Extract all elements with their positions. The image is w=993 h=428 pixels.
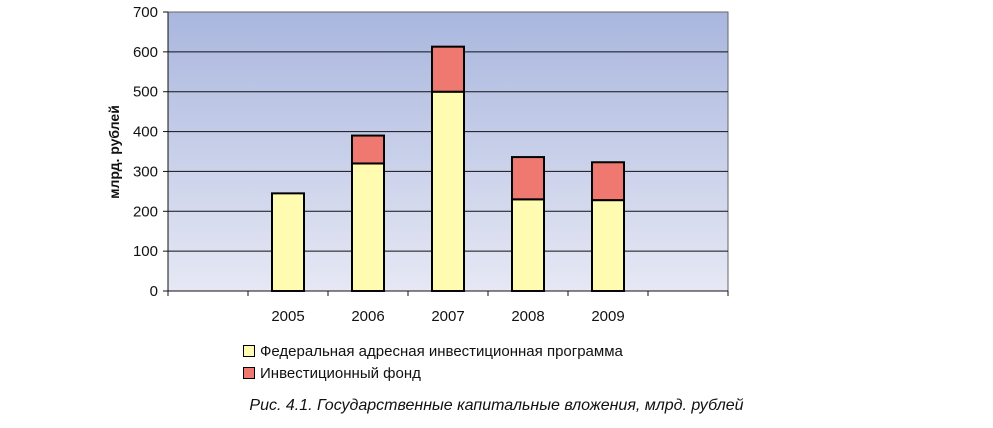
legend: Федеральная адресная инвестиционная прог…	[243, 340, 623, 384]
y-tick-label: 0	[150, 283, 158, 300]
legend-label-fap: Федеральная адресная инвестиционная прог…	[260, 342, 623, 360]
y-tick-label: 300	[133, 163, 158, 180]
legend-item-investment-fund: Инвестиционный фонд	[243, 362, 623, 384]
y-tick-labels: 0 100 200 300 400 500 600 700	[133, 4, 158, 300]
y-tick-label: 700	[133, 4, 158, 21]
axes	[163, 11, 729, 296]
figure-caption: Рис. 4.1. Государственные капитальные вл…	[249, 397, 744, 414]
bar-fap	[271, 192, 305, 293]
bars	[271, 45, 625, 293]
bar-investment-fund	[431, 45, 465, 93]
x-tick-label: 2009	[591, 308, 624, 325]
y-tick-label: 400	[133, 124, 158, 141]
bar-fap	[351, 162, 385, 292]
legend-swatch-fap	[243, 345, 255, 357]
x-tick-label: 2008	[511, 308, 544, 325]
legend-label-investment-fund: Инвестиционный фонд	[260, 364, 421, 382]
x-tick-label: 2007	[431, 308, 464, 325]
bar-investment-fund	[351, 134, 385, 165]
x-tick-labels: 2005 2006 2007 2008 2009	[271, 308, 624, 325]
y-tick-label: 200	[133, 203, 158, 220]
bar-investment-fund	[591, 161, 625, 202]
bar-fap	[511, 198, 545, 292]
x-tick-label: 2005	[271, 308, 304, 325]
x-tick-label: 2006	[351, 308, 384, 325]
bar-investment-fund	[511, 156, 545, 201]
bar-fap	[591, 199, 625, 292]
y-tick-label: 600	[133, 44, 158, 61]
y-tick-label: 500	[133, 84, 158, 101]
legend-swatch-investment-fund	[243, 367, 255, 379]
y-axis-label: млрд. рублей	[106, 105, 122, 199]
bar-fap	[431, 90, 465, 293]
legend-item-fap: Федеральная адресная инвестиционная прог…	[243, 340, 623, 362]
y-tick-label: 100	[133, 243, 158, 260]
